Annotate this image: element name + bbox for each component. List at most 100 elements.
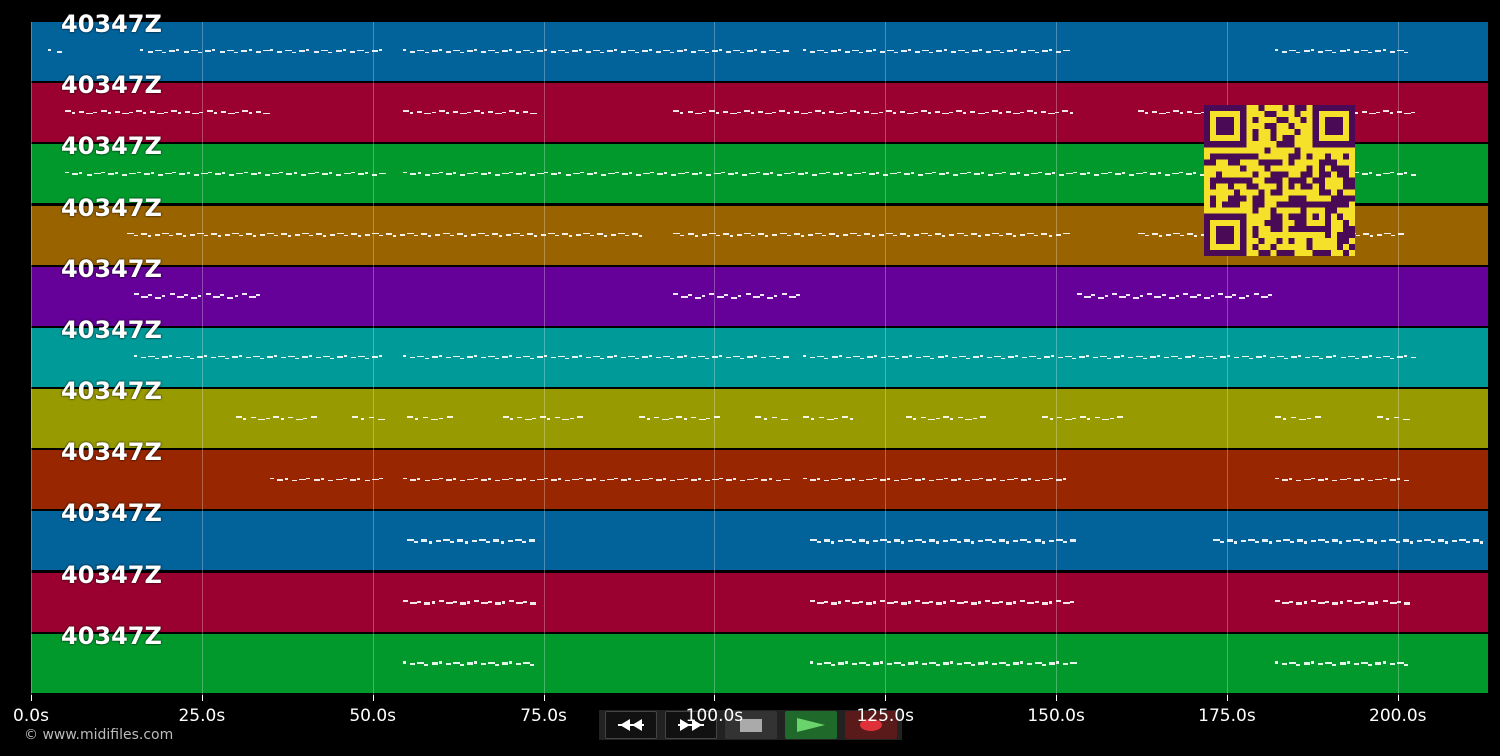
note xyxy=(901,541,905,544)
note xyxy=(950,51,956,53)
note xyxy=(422,416,428,419)
note xyxy=(920,110,927,112)
note xyxy=(466,478,474,481)
note xyxy=(508,599,514,603)
note xyxy=(450,540,455,544)
note xyxy=(199,111,204,114)
note xyxy=(908,539,914,543)
note xyxy=(818,416,824,419)
note xyxy=(737,234,743,236)
note xyxy=(1027,49,1035,52)
note xyxy=(639,235,643,237)
note xyxy=(1339,601,1343,604)
play-button[interactable] xyxy=(785,711,837,739)
note xyxy=(831,478,839,481)
note xyxy=(971,478,979,481)
note xyxy=(964,600,969,604)
note xyxy=(1013,601,1017,604)
note xyxy=(905,416,912,418)
note xyxy=(442,232,450,235)
note xyxy=(670,357,675,360)
note xyxy=(516,173,523,175)
note xyxy=(519,234,524,237)
note xyxy=(1375,662,1382,665)
note xyxy=(234,51,239,54)
note xyxy=(866,356,873,358)
note xyxy=(350,171,355,174)
note xyxy=(529,602,536,605)
note xyxy=(231,232,239,235)
note xyxy=(943,601,947,604)
note xyxy=(410,173,417,175)
x-tick-label: 25.0s xyxy=(178,706,226,726)
note xyxy=(205,293,211,295)
note xyxy=(765,112,773,115)
note xyxy=(205,50,212,52)
note xyxy=(295,234,301,236)
note xyxy=(836,235,840,237)
note xyxy=(1262,539,1269,542)
note xyxy=(845,479,852,481)
note xyxy=(964,51,969,54)
note xyxy=(154,49,162,52)
note xyxy=(140,296,148,298)
note xyxy=(1317,662,1323,666)
track-label: 40347Z xyxy=(61,560,162,589)
note xyxy=(1012,112,1020,115)
note xyxy=(873,662,880,665)
record-button[interactable] xyxy=(845,711,897,739)
note xyxy=(480,662,486,666)
note xyxy=(838,539,844,543)
note xyxy=(507,539,513,543)
note xyxy=(767,297,774,299)
x-tick-label: 75.0s xyxy=(520,706,567,726)
note xyxy=(871,112,879,115)
note xyxy=(1173,110,1180,112)
note xyxy=(817,601,825,605)
note xyxy=(913,418,917,420)
note xyxy=(1248,538,1256,542)
note xyxy=(621,173,628,175)
note xyxy=(486,540,491,544)
note xyxy=(1409,541,1413,544)
note xyxy=(824,479,830,482)
note xyxy=(342,477,347,480)
note xyxy=(834,417,839,420)
note xyxy=(864,111,870,113)
note xyxy=(1023,174,1029,176)
note xyxy=(328,479,334,482)
note xyxy=(86,112,94,115)
note xyxy=(971,663,976,666)
note xyxy=(56,51,62,53)
note xyxy=(649,477,654,480)
note xyxy=(176,296,184,298)
note xyxy=(1361,173,1368,175)
note xyxy=(639,416,646,418)
note xyxy=(1185,173,1192,175)
fast-forward-button[interactable] xyxy=(665,711,717,739)
note xyxy=(1317,51,1323,53)
note xyxy=(909,355,913,357)
note xyxy=(671,174,677,176)
note xyxy=(880,51,886,53)
note xyxy=(1388,538,1396,542)
note xyxy=(1346,661,1350,664)
rewind-button[interactable] xyxy=(605,711,657,739)
note xyxy=(1187,111,1193,113)
note xyxy=(1389,51,1395,53)
note xyxy=(1080,173,1086,175)
note xyxy=(417,478,421,480)
note xyxy=(992,49,1000,52)
stop-button[interactable] xyxy=(725,711,777,739)
note xyxy=(1152,233,1159,235)
note xyxy=(267,232,275,235)
note xyxy=(321,49,329,52)
note xyxy=(1382,661,1386,664)
note xyxy=(964,539,971,542)
note xyxy=(1115,173,1122,175)
note xyxy=(1111,293,1117,295)
note xyxy=(772,234,778,236)
note xyxy=(1283,357,1288,360)
note xyxy=(932,171,936,174)
note xyxy=(1044,173,1051,175)
